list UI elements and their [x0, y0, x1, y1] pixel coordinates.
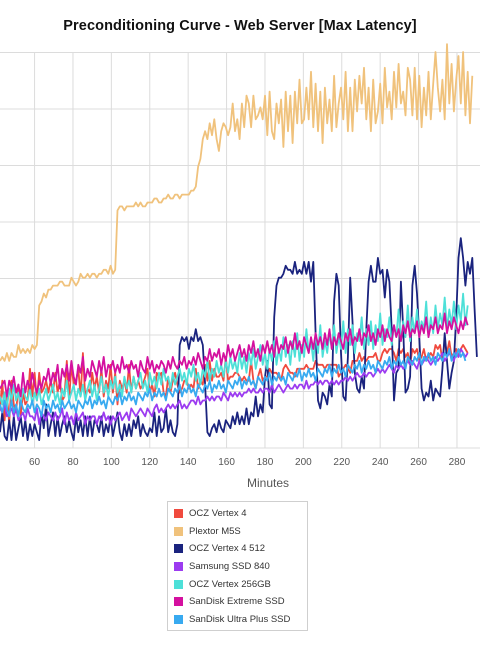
- x-tick-label: 100: [103, 457, 120, 468]
- legend-item: OCZ Vertex 256GB: [168, 575, 307, 593]
- legend-swatch: [174, 509, 183, 519]
- x-tick-label: 140: [180, 457, 197, 468]
- legend-item: Plextor M5S: [168, 523, 307, 541]
- x-tick-label: 180: [257, 457, 274, 468]
- legend-swatch: [174, 544, 183, 554]
- legend-label: Samsung SSD 840: [189, 561, 270, 573]
- x-tick-label: 60: [29, 457, 41, 468]
- x-tick-label: 220: [333, 457, 350, 468]
- legend-swatch: [174, 597, 183, 607]
- x-tick-label: 120: [141, 457, 158, 468]
- x-tick-label: 280: [449, 457, 466, 468]
- x-axis-ticks: 60 80 100 120 140 160 180 200 220 240 260 280: [29, 457, 466, 468]
- legend-swatch: [174, 579, 183, 589]
- legend-item: Samsung SSD 840: [168, 558, 307, 576]
- legend-label: SanDisk Ultra Plus SSD: [189, 613, 291, 625]
- x-tick-label: 260: [410, 457, 427, 468]
- legend-swatch: [174, 614, 183, 624]
- x-tick-label: 240: [372, 457, 389, 468]
- x-tick-label: 200: [295, 457, 312, 468]
- legend-label: OCZ Vertex 256GB: [189, 578, 271, 590]
- legend-item: OCZ Vertex 4 512: [168, 540, 307, 558]
- legend-swatch: [174, 562, 183, 572]
- x-tick-label: 80: [67, 457, 79, 468]
- legend-label: Plextor M5S: [189, 525, 241, 537]
- x-tick-label: 160: [218, 457, 235, 468]
- series-line-ocz-vertex-256gb: [0, 292, 469, 410]
- chart-title: Preconditioning Curve - Web Server [Max …: [63, 18, 417, 34]
- series-line-sandisk-extreme-ssd: [0, 312, 469, 398]
- series-line-samsung-ssd-840: [0, 348, 469, 426]
- legend-item: OCZ Vertex 4: [168, 505, 307, 523]
- series-line-ocz-vertex-4-512: [0, 237, 478, 442]
- legend-swatch: [174, 526, 183, 536]
- series-line-plextor-m5s: [0, 43, 474, 362]
- legend-label: OCZ Vertex 4: [189, 508, 247, 520]
- legend-item: SanDisk Extreme SSD: [168, 593, 307, 611]
- series-line-sandisk-ultra-plus-ssd: [0, 348, 467, 418]
- series-lines: [0, 43, 478, 442]
- legend-label: SanDisk Extreme SSD: [189, 596, 285, 608]
- legend-label: OCZ Vertex 4 512: [189, 543, 266, 555]
- legend-item: SanDisk Ultra Plus SSD: [168, 611, 307, 629]
- legend: OCZ Vertex 4 Plextor M5S OCZ Vertex 4 512 S…: [167, 501, 308, 632]
- x-axis-title: Minutes: [247, 476, 289, 490]
